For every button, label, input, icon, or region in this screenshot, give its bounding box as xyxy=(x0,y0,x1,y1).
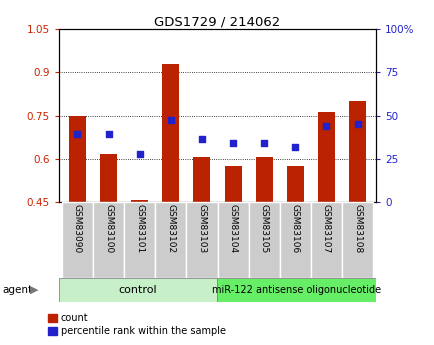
Bar xyxy=(248,202,279,278)
Bar xyxy=(286,166,303,202)
Bar xyxy=(217,278,375,302)
Point xyxy=(198,136,205,141)
Point xyxy=(167,117,174,123)
Point xyxy=(322,123,329,128)
Bar xyxy=(59,278,217,302)
Bar xyxy=(69,116,86,202)
Text: GSM83106: GSM83106 xyxy=(290,204,299,253)
Bar xyxy=(341,202,372,278)
Point xyxy=(353,121,360,127)
Bar xyxy=(193,157,210,202)
Bar xyxy=(93,202,124,278)
Bar xyxy=(162,64,179,202)
Text: miR-122 antisense oligonucleotide: miR-122 antisense oligonucleotide xyxy=(212,285,381,295)
Point xyxy=(74,131,81,137)
Bar xyxy=(348,101,365,202)
Text: GSM83107: GSM83107 xyxy=(321,204,330,253)
Bar xyxy=(124,202,155,278)
Bar xyxy=(217,202,248,278)
Text: ▶: ▶ xyxy=(30,285,39,295)
Text: GSM83101: GSM83101 xyxy=(135,204,144,253)
Bar xyxy=(100,155,117,202)
Bar xyxy=(255,157,272,202)
Bar xyxy=(279,202,310,278)
Bar xyxy=(186,202,217,278)
Text: GSM83103: GSM83103 xyxy=(197,204,206,253)
Point xyxy=(291,144,298,149)
Bar xyxy=(317,112,334,202)
Bar xyxy=(131,200,148,202)
Bar xyxy=(155,202,186,278)
Bar xyxy=(310,202,341,278)
Text: GSM83105: GSM83105 xyxy=(259,204,268,253)
Point xyxy=(105,131,112,137)
Point xyxy=(136,151,143,157)
Text: control: control xyxy=(118,285,157,295)
Point xyxy=(229,140,236,146)
Point xyxy=(260,140,267,146)
Title: GDS1729 / 214062: GDS1729 / 214062 xyxy=(154,15,280,28)
Text: GSM83108: GSM83108 xyxy=(352,204,361,253)
Bar xyxy=(62,202,93,278)
Text: GSM83100: GSM83100 xyxy=(104,204,113,253)
Text: GSM83102: GSM83102 xyxy=(166,204,175,253)
Text: GSM83104: GSM83104 xyxy=(228,204,237,253)
Bar xyxy=(224,166,241,202)
Text: GSM83090: GSM83090 xyxy=(73,204,82,253)
Legend: count, percentile rank within the sample: count, percentile rank within the sample xyxy=(44,309,229,340)
Text: agent: agent xyxy=(2,285,32,295)
